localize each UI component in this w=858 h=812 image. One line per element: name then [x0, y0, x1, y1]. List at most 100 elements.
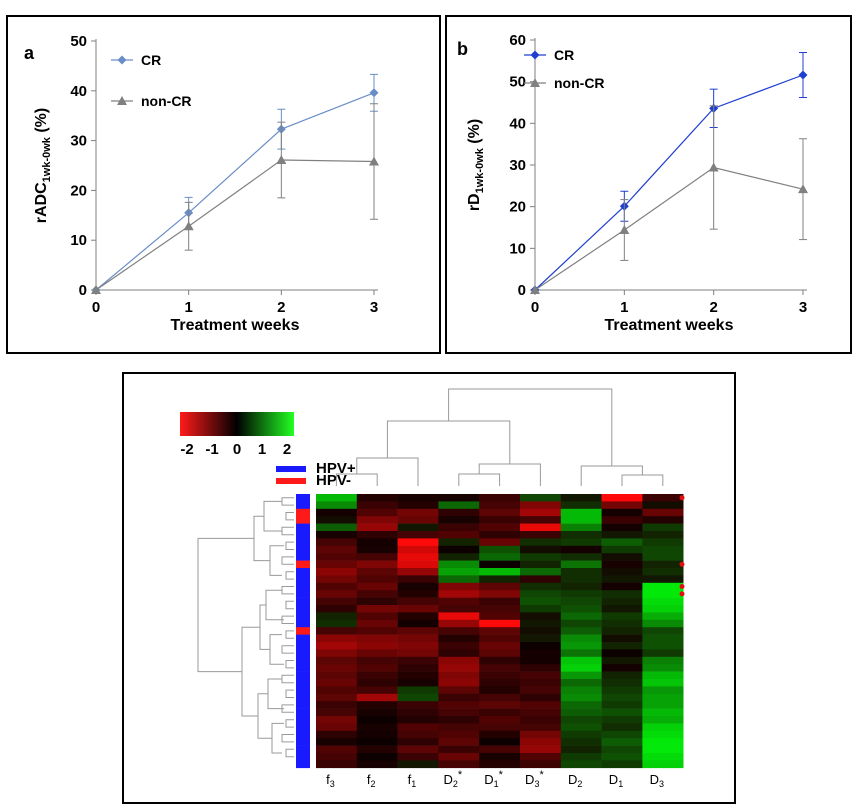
heatmap-cell: [642, 545, 684, 554]
dendrogram-link: [263, 500, 282, 532]
heatmap-cell: [642, 575, 684, 584]
heatmap-cell: [356, 693, 398, 702]
heatmap-cell: [316, 523, 358, 532]
heatmap-cell: [438, 627, 480, 635]
heatmap-cell: [601, 753, 643, 761]
heatmap-cell: [642, 531, 684, 539]
heatmap-cell: [316, 494, 358, 502]
heatmap-cell: [356, 686, 398, 695]
heatmap-cell: [438, 538, 480, 547]
chart-panel-a: 0 10 20 30 40 50 0 1 2 3 Treatment weeks rADC1wk-0w…: [6, 15, 441, 354]
hpv-status-cell: [296, 545, 310, 554]
heatmap-cell: [316, 745, 358, 754]
heatmap-cell: [356, 738, 398, 746]
y-tick-label: 0: [518, 282, 526, 299]
heatmap-cell: [642, 730, 684, 739]
heatmap-cell: [438, 531, 480, 539]
heatmap-cell: [397, 560, 439, 569]
heatmap-cell: [356, 760, 398, 769]
heatmap-cell: [560, 686, 602, 695]
heatmap-cell: [479, 642, 521, 650]
hpv-status-cell: [296, 560, 310, 569]
heatmap-cell: [397, 523, 439, 532]
heatmap-cell: [642, 671, 684, 680]
heatmap-cell: [356, 516, 398, 524]
heatmap-cell: [642, 523, 684, 532]
heatmap-cell: [601, 531, 643, 539]
heatmap-cell: [601, 612, 643, 621]
heatmap-cell: [397, 701, 439, 709]
heatmap-cell: [520, 597, 562, 606]
line-chart-b: 0 10 20 30 40 50 60 0 1 2 3 Treatment weeks rD1wk-0w…: [457, 32, 808, 334]
data-point: [798, 70, 808, 80]
heatmap-cell: [479, 745, 521, 754]
heatmap-cell: [316, 716, 358, 724]
panel-label: a: [24, 43, 35, 63]
heatmap-cell: [479, 664, 521, 672]
heatmap-cell: [642, 605, 684, 613]
heatmap-cell: [438, 745, 480, 754]
heatmap-cell: [601, 508, 643, 517]
column-label: f2: [367, 772, 376, 789]
heatmap-cell: [316, 708, 358, 717]
hpv-status-cell: [296, 627, 310, 635]
heatmap-cell: [520, 730, 562, 739]
heatmap-cell: [601, 605, 643, 613]
heatmap-cell: [560, 693, 602, 702]
y-tick-label: 0: [79, 282, 87, 299]
heatmap-cell: [479, 568, 521, 576]
heatmap-cell: [479, 649, 521, 658]
heatmap-cell: [316, 656, 358, 665]
heatmap-cell: [479, 531, 521, 539]
heatmap-cell: [316, 575, 358, 584]
dendrogram-link: [580, 465, 643, 486]
heatmap-cell: [356, 634, 398, 643]
heatmap-cell: [356, 701, 398, 709]
heatmap-cell: [397, 516, 439, 524]
heatmap-cell: [316, 686, 358, 695]
heatmap-cell: [560, 671, 602, 680]
legend-marker: [530, 50, 540, 60]
heatmap-cell: [479, 597, 521, 606]
x-tick-label: 0: [92, 299, 100, 316]
heatmap-cell: [520, 531, 562, 539]
hpv-status-cell: [296, 634, 310, 643]
heatmap-panel: -2 -1 0 1 2 HPV+ HPV-f3 f2 f1 D2* D1* D3* D2 D1 D3: [122, 372, 736, 804]
hpv-status-cell: [296, 701, 310, 709]
heatmap-cell: [560, 738, 602, 746]
heatmap-cell: [601, 686, 643, 695]
heatmap-cell: [560, 664, 602, 672]
series-non-cr: [530, 105, 808, 294]
heatmap-cell: [316, 582, 358, 591]
x-tick-label: 3: [799, 299, 807, 316]
x-tick-label: 0: [531, 299, 539, 316]
heatmap-cell: [560, 649, 602, 658]
heatmap-cell: [479, 508, 521, 517]
heatmap-cell: [601, 501, 643, 510]
marked-row-dot: [679, 584, 685, 589]
heatmap-cell: [642, 738, 684, 746]
heatmap-cell: [601, 701, 643, 709]
heatmap-cell: [479, 701, 521, 709]
dendrogram-link: [285, 571, 294, 580]
heatmap-cell: [601, 634, 643, 643]
colorbar: [180, 412, 294, 436]
heatmap-cell: [642, 501, 684, 510]
heatmap-cell: [642, 664, 684, 672]
colorbar-tick-label: 1: [258, 441, 266, 458]
heatmap-cell: [356, 745, 398, 754]
heatmap-cell: [479, 671, 521, 680]
heatmap-cell: [438, 664, 480, 672]
heatmap-cell: [316, 738, 358, 746]
column-label: D3: [650, 772, 664, 789]
dendrogram-link: [285, 719, 294, 728]
heatmap-cell: [479, 656, 521, 665]
heatmap-cell: [397, 693, 439, 702]
heatmap-cell: [316, 693, 358, 702]
heatmap-cell: [438, 753, 480, 761]
heatmap-cell: [316, 664, 358, 672]
hpv-status-cell: [296, 745, 310, 754]
heatmap-cell: [356, 730, 398, 739]
heatmap-cell: [356, 568, 398, 576]
heatmap-cell: [479, 738, 521, 746]
